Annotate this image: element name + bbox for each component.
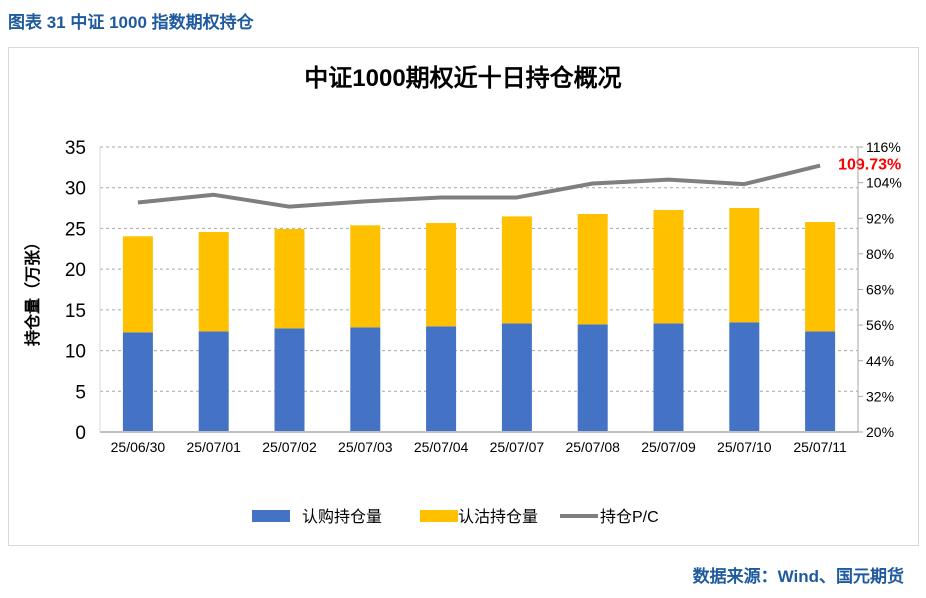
legend-swatch-put (420, 510, 458, 522)
x-tick-label: 25/07/09 (641, 439, 696, 455)
bar-call (729, 322, 760, 432)
x-tick-label: 25/07/07 (490, 439, 545, 455)
y-tick-label: 0 (75, 423, 86, 444)
y-tick-label: 35 (65, 138, 86, 159)
figure-title: 图表 31 中证 1000 指数期权持仓 (8, 13, 254, 32)
source-note: 数据来源：Wind、国元期货 (692, 567, 904, 586)
y2-tick-label: 80% (866, 246, 894, 262)
bar-put (350, 225, 381, 328)
bar-put (274, 228, 305, 329)
bar-call (653, 323, 684, 432)
bar-put (198, 232, 229, 332)
bar-call (577, 324, 608, 432)
x-tick-label: 25/07/10 (717, 439, 772, 455)
chart-container (8, 47, 919, 546)
y-axis-label: 持仓量（万张） (23, 234, 42, 346)
bar-call (198, 331, 229, 432)
bar-call (350, 327, 381, 432)
x-tick-label: 25/07/01 (186, 439, 241, 455)
chart-title: 中证1000期权近十日持仓概况 (304, 64, 621, 92)
y-tick-label: 20 (65, 260, 86, 281)
y2-tick-label: 92% (866, 210, 894, 226)
x-tick-label: 25/07/04 (414, 439, 469, 455)
bar-call (805, 331, 836, 432)
y-tick-label: 10 (65, 342, 86, 363)
y-tick-label: 25 (65, 219, 86, 240)
y2-tick-label: 56% (866, 317, 894, 333)
bar-put (122, 236, 153, 333)
x-tick-label: 25/07/02 (262, 439, 317, 455)
y-tick-label: 5 (75, 382, 86, 403)
bar-put (653, 210, 684, 324)
y2-tick-label: 20% (866, 424, 894, 440)
x-tick-label: 25/06/30 (111, 439, 166, 455)
legend-label-put: 认沽持仓量 (458, 508, 538, 526)
y2-tick-label: 104% (866, 175, 902, 191)
bar-put (501, 216, 532, 324)
pc-line (137, 163, 821, 209)
legend-swatch-call (252, 510, 290, 522)
x-tick-label: 25/07/11 (793, 439, 847, 455)
legend-label-pc: 持仓P/C (600, 508, 659, 526)
y2-tick-label: 32% (866, 388, 894, 404)
y-tick-label: 30 (65, 179, 86, 200)
pc-annotation: 109.73% (838, 157, 901, 174)
y2-tick-label: 68% (866, 282, 894, 298)
bar-put (729, 207, 760, 323)
bar-put (426, 222, 457, 327)
bar-call (426, 326, 457, 432)
x-tick-label: 25/07/08 (565, 439, 620, 455)
x-tick-label: 25/07/03 (338, 439, 393, 455)
y2-tick-label: 116% (866, 139, 901, 155)
bar-put (577, 214, 608, 325)
bar-call (122, 332, 153, 432)
bar-put (805, 221, 836, 332)
bar-call (274, 328, 305, 432)
y-tick-label: 15 (65, 301, 86, 322)
legend-label-call: 认购持仓量 (302, 508, 382, 526)
bar-call (501, 323, 532, 432)
y2-tick-label: 44% (866, 353, 894, 369)
